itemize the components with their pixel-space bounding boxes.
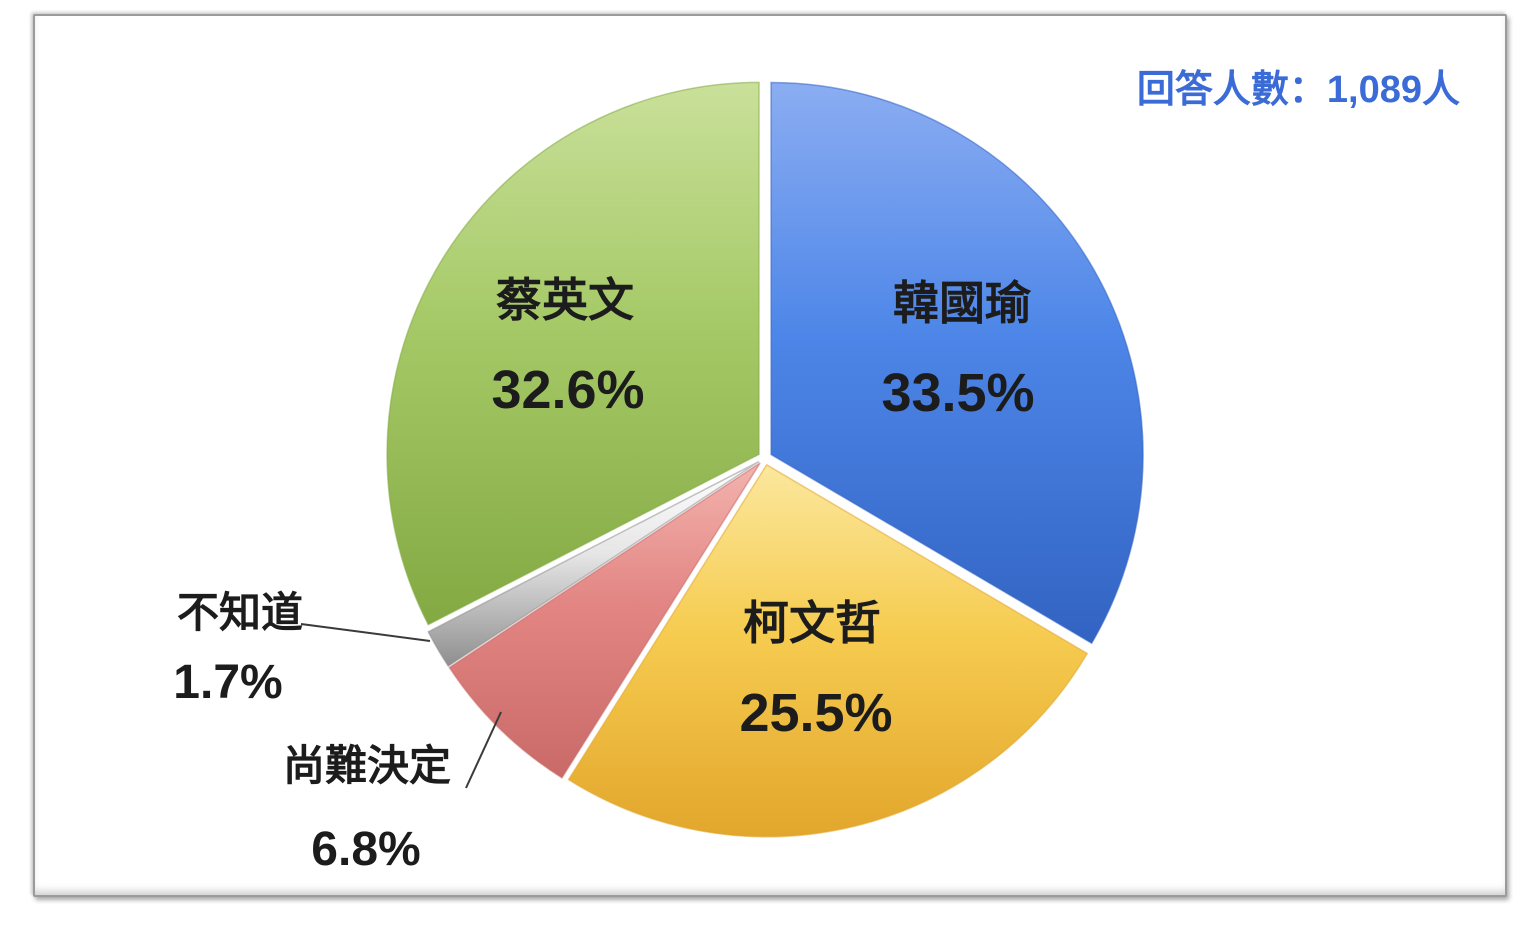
pie-slice-4 bbox=[386, 81, 760, 626]
pie-slice-3 bbox=[427, 460, 760, 668]
respondents-note: 回答人數：1,089人 bbox=[1136, 69, 1460, 111]
slice-label-ko-wen-je: 柯文哲 bbox=[743, 597, 881, 649]
pie-slice-0 bbox=[770, 81, 1144, 645]
slice-pct-undecided: 6.8% bbox=[311, 823, 421, 876]
leader-line bbox=[465, 711, 502, 789]
slice-pct-dont-know: 1.7% bbox=[173, 656, 283, 709]
slice-label-undecided: 尚難決定 bbox=[282, 742, 452, 789]
slice-label-han-kuo-yu: 韓國瑜 bbox=[893, 277, 1031, 329]
slice-pct-tsai-ing-wen: 32.6% bbox=[491, 360, 645, 420]
pie-slice-2 bbox=[448, 462, 761, 779]
leader-line bbox=[300, 623, 431, 642]
slice-label-dont-know: 不知道 bbox=[176, 589, 304, 636]
slice-pct-ko-wen-je: 25.5% bbox=[739, 683, 893, 743]
slice-pct-han-kuo-yu: 33.5% bbox=[881, 363, 1035, 423]
slice-label-tsai-ing-wen: 蔡英文 bbox=[496, 274, 634, 326]
pie-slice-1 bbox=[567, 463, 1089, 838]
